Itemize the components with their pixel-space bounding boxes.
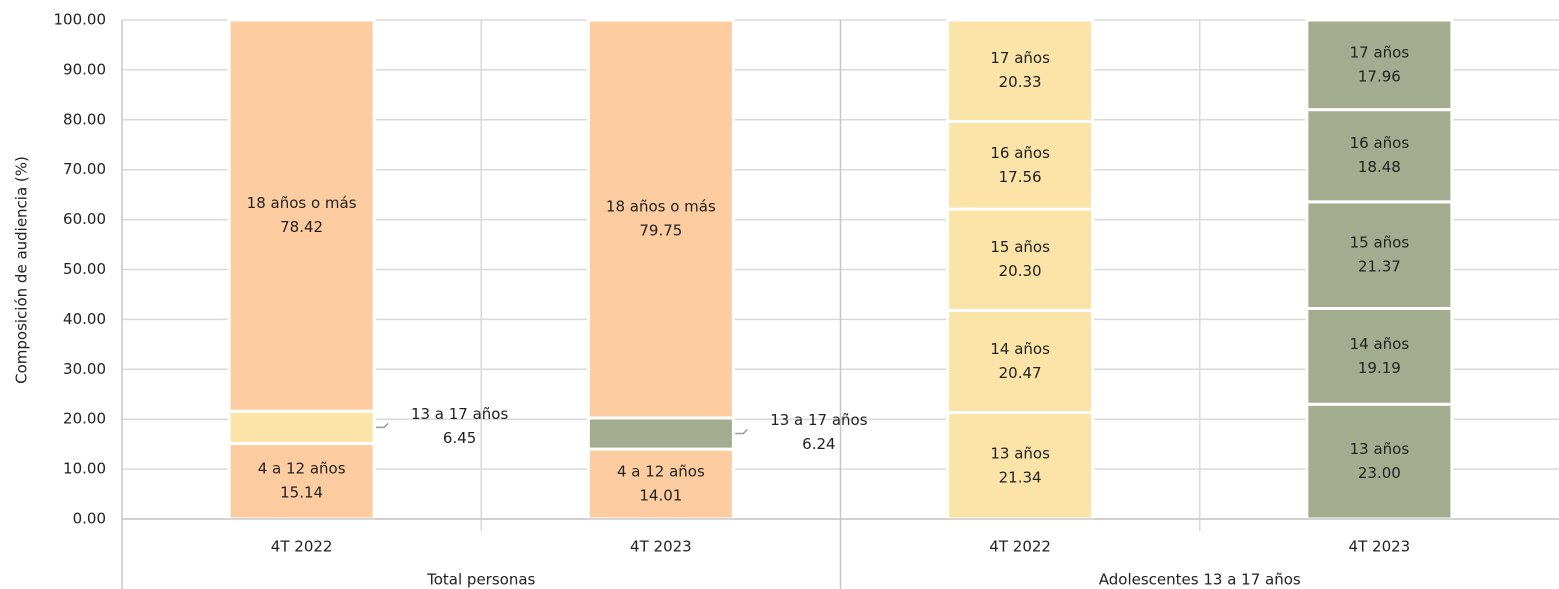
value-label: 14.01 [639, 487, 682, 505]
segment-name: 13 años [1350, 440, 1410, 458]
bar-segment [227, 18, 376, 413]
value-label: 19.19 [1358, 359, 1401, 377]
y-axis-label: Composición de audiencia (%) [13, 156, 31, 384]
value-label: 79.75 [639, 221, 682, 239]
value-label: 21.37 [1358, 258, 1401, 276]
bar-segment [946, 119, 1095, 211]
segment-name: 4 a 12 años [258, 460, 346, 478]
y-tick-label: 90.00 [63, 60, 106, 78]
x-tick-label: 4T 2022 [271, 538, 333, 556]
y-tick-label: 20.00 [63, 410, 106, 428]
y-tick-label: 100.00 [54, 11, 107, 29]
y-tick-label: 10.00 [63, 460, 106, 478]
segment-name: 17 años [1350, 43, 1410, 61]
value-label: 20.33 [999, 73, 1042, 91]
value-label: 21.34 [999, 468, 1042, 486]
leader-line [735, 428, 748, 435]
segment-name: 17 años [990, 49, 1050, 67]
value-label: 15.14 [280, 484, 323, 502]
bar-segment [227, 409, 376, 445]
segment-name: 13 a 17 años [411, 405, 509, 423]
value-label: 23.00 [1358, 464, 1401, 482]
bar-segment [1305, 402, 1454, 521]
x-tick-label: 4T 2023 [1349, 538, 1411, 556]
y-tick-label: 80.00 [63, 110, 106, 128]
segment-name: 14 años [990, 340, 1050, 358]
bar-segment [946, 207, 1095, 312]
group-label: Adolescentes 13 a 17 años [1099, 571, 1301, 589]
group-label: Total personas [426, 571, 535, 589]
bar-segment [1305, 306, 1454, 406]
value-label: 17.96 [1358, 67, 1401, 85]
segment-name: 16 años [1350, 134, 1410, 152]
segment-name: 14 años [1350, 335, 1410, 353]
bar-segment [586, 447, 735, 521]
bar-segment [586, 18, 735, 420]
bar-segment [586, 416, 735, 451]
bar-segment [227, 441, 376, 521]
value-label: 18.48 [1358, 158, 1401, 176]
y-tick-label: 70.00 [63, 160, 106, 178]
x-tick-label: 4T 2023 [630, 538, 692, 556]
value-label: 6.45 [443, 429, 476, 447]
segment-name: 16 años [990, 144, 1050, 162]
y-tick-label: 30.00 [63, 360, 106, 378]
leader-line [376, 422, 389, 429]
y-tick-label: 50.00 [63, 260, 106, 278]
y-tick-label: 40.00 [63, 310, 106, 328]
bar-segment [946, 18, 1095, 123]
segment-name: 15 años [990, 238, 1050, 256]
value-label: 78.42 [280, 218, 323, 236]
segment-name: 18 años o más [606, 197, 716, 215]
bar-segment [1305, 200, 1454, 310]
segment-name: 18 años o más [247, 194, 357, 212]
y-tick-label: 60.00 [63, 210, 106, 228]
segment-name: 13 años [990, 444, 1050, 462]
value-label: 6.24 [802, 435, 835, 453]
value-label: 20.30 [999, 262, 1042, 280]
bar-segment [946, 411, 1095, 521]
x-tick-label: 4T 2022 [989, 538, 1051, 556]
value-label: 20.47 [999, 364, 1042, 382]
bar-segment [946, 308, 1095, 415]
segment-name: 15 años [1350, 234, 1410, 252]
value-label: 17.56 [999, 168, 1042, 186]
bar-segment [1305, 108, 1454, 204]
bar-segment [1305, 18, 1454, 112]
segment-name: 13 a 17 años [770, 411, 868, 429]
segment-name: 4 a 12 años [617, 463, 705, 481]
y-tick-label: 0.00 [73, 510, 106, 528]
